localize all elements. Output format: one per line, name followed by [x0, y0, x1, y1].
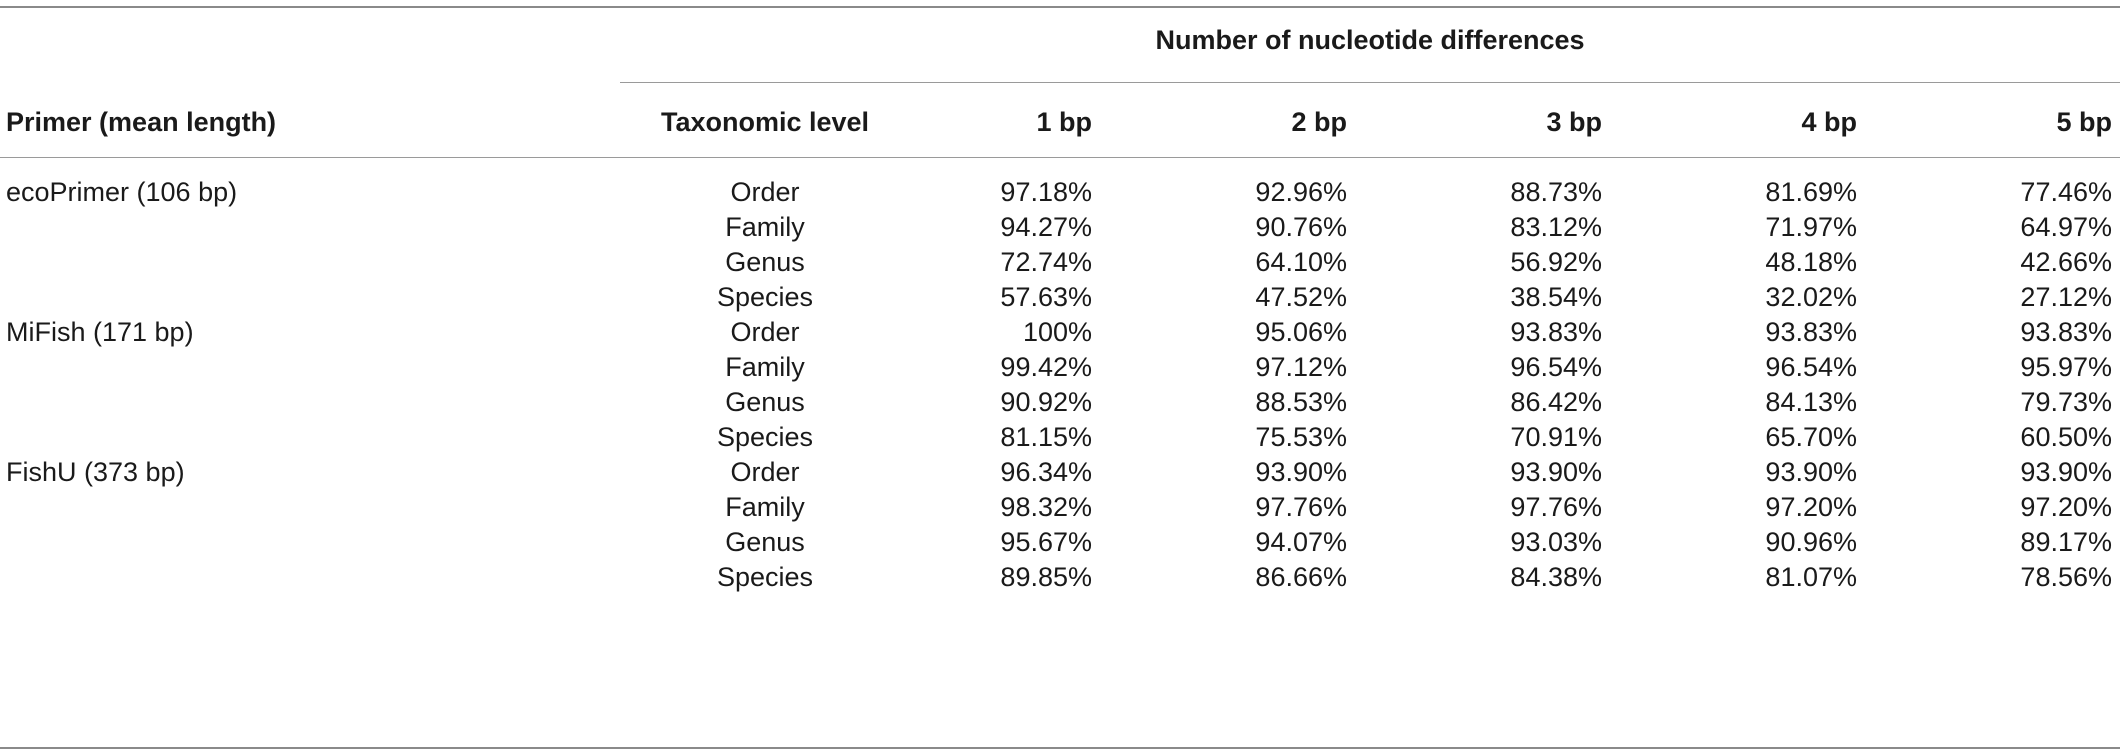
- value-3bp-cell: 83.12%: [1510, 212, 1602, 242]
- value-2bp-cell: 86.66%: [1255, 562, 1347, 592]
- value-5bp-cell: 95.97%: [2020, 352, 2112, 382]
- value-3bp-cell: 96.54%: [1510, 352, 1602, 382]
- value-5bp-cell: 97.20%: [2020, 492, 2112, 522]
- value-1bp-cell: 99.42%: [1000, 352, 1092, 382]
- value-2bp-cell: 64.10%: [1255, 247, 1347, 277]
- top-rule: [0, 6, 2120, 8]
- value-4bp-cell: 81.07%: [1765, 562, 1857, 592]
- taxonomic-level-cell: Order: [730, 177, 800, 207]
- value-5bp-cell: 42.66%: [2020, 247, 2112, 277]
- value-5bp-cell: 78.56%: [2020, 562, 2112, 592]
- value-5bp-cell: 77.46%: [2020, 177, 2112, 207]
- value-4bp-cell: 65.70%: [1765, 422, 1857, 452]
- value-2bp-cell: 88.53%: [1255, 387, 1347, 417]
- value-3bp-cell: 38.54%: [1510, 282, 1602, 312]
- group-header: Number of nucleotide differences: [1155, 25, 1585, 55]
- value-4bp-cell: 48.18%: [1765, 247, 1857, 277]
- value-4bp-cell: 93.90%: [1765, 457, 1857, 487]
- taxonomic-level-cell: Genus: [725, 387, 805, 417]
- value-4bp-cell: 90.96%: [1765, 527, 1857, 557]
- value-4bp-cell: 97.20%: [1765, 492, 1857, 522]
- value-1bp-cell: 98.32%: [1000, 492, 1092, 522]
- value-3bp-cell: 84.38%: [1510, 562, 1602, 592]
- taxonomic-level-cell: Genus: [725, 527, 805, 557]
- taxonomic-level-cell: Order: [730, 317, 800, 347]
- value-1bp-cell: 94.27%: [1000, 212, 1092, 242]
- header-2bp: 2 bp: [1291, 107, 1347, 137]
- value-2bp-cell: 47.52%: [1255, 282, 1347, 312]
- value-3bp-cell: 86.42%: [1510, 387, 1602, 417]
- header-primer: Primer (mean length): [6, 107, 277, 137]
- taxonomic-level-cell: Genus: [725, 247, 805, 277]
- value-5bp-cell: 93.90%: [2020, 457, 2112, 487]
- value-1bp-cell: 89.85%: [1000, 562, 1092, 592]
- value-2bp-cell: 90.76%: [1255, 212, 1347, 242]
- value-3bp-cell: 93.90%: [1510, 457, 1602, 487]
- value-3bp-cell: 93.83%: [1510, 317, 1602, 347]
- bottom-rule: [0, 747, 2120, 749]
- value-3bp-cell: 70.91%: [1510, 422, 1602, 452]
- value-5bp-cell: 79.73%: [2020, 387, 2112, 417]
- taxonomic-level-cell: Species: [716, 422, 814, 452]
- value-2bp-cell: 97.12%: [1255, 352, 1347, 382]
- value-4bp-cell: 32.02%: [1765, 282, 1857, 312]
- value-3bp-cell: 88.73%: [1510, 177, 1602, 207]
- primer-cell: MiFish (171 bp): [6, 317, 194, 347]
- primer-cell: ecoPrimer (106 bp): [6, 177, 238, 207]
- value-5bp-cell: 60.50%: [2020, 422, 2112, 452]
- group-header-rule: [620, 82, 2120, 83]
- value-4bp-cell: 96.54%: [1765, 352, 1857, 382]
- value-1bp-cell: 90.92%: [1000, 387, 1092, 417]
- value-1bp-cell: 72.74%: [1000, 247, 1092, 277]
- value-1bp-cell: 81.15%: [1000, 422, 1092, 452]
- taxonomic-level-cell: Order: [730, 457, 800, 487]
- value-5bp-cell: 27.12%: [2020, 282, 2112, 312]
- value-1bp-cell: 100%: [1022, 317, 1092, 347]
- header-5bp: 5 bp: [2056, 107, 2112, 137]
- value-3bp-cell: 97.76%: [1510, 492, 1602, 522]
- value-2bp-cell: 97.76%: [1255, 492, 1347, 522]
- header-taxonomic-level: Taxonomic level: [660, 107, 870, 137]
- value-2bp-cell: 75.53%: [1255, 422, 1347, 452]
- value-3bp-cell: 56.92%: [1510, 247, 1602, 277]
- value-4bp-cell: 84.13%: [1765, 387, 1857, 417]
- value-1bp-cell: 57.63%: [1000, 282, 1092, 312]
- value-3bp-cell: 93.03%: [1510, 527, 1602, 557]
- value-2bp-cell: 94.07%: [1255, 527, 1347, 557]
- value-2bp-cell: 93.90%: [1255, 457, 1347, 487]
- value-5bp-cell: 93.83%: [2020, 317, 2112, 347]
- header-1bp: 1 bp: [1036, 107, 1092, 137]
- header-bottom-rule: [0, 157, 2120, 158]
- value-5bp-cell: 64.97%: [2020, 212, 2112, 242]
- taxonomic-level-cell: Species: [716, 562, 814, 592]
- value-4bp-cell: 93.83%: [1765, 317, 1857, 347]
- header-3bp: 3 bp: [1546, 107, 1602, 137]
- taxonomic-level-cell: Family: [725, 352, 805, 382]
- value-1bp-cell: 97.18%: [1000, 177, 1092, 207]
- value-1bp-cell: 95.67%: [1000, 527, 1092, 557]
- taxonomic-level-cell: Family: [725, 492, 805, 522]
- primer-cell: FishU (373 bp): [6, 457, 185, 487]
- taxonomic-level-cell: Family: [725, 212, 805, 242]
- value-4bp-cell: 81.69%: [1765, 177, 1857, 207]
- value-2bp-cell: 95.06%: [1255, 317, 1347, 347]
- taxonomic-level-cell: Species: [716, 282, 814, 312]
- header-4bp: 4 bp: [1801, 107, 1857, 137]
- value-2bp-cell: 92.96%: [1255, 177, 1347, 207]
- value-1bp-cell: 96.34%: [1000, 457, 1092, 487]
- value-4bp-cell: 71.97%: [1765, 212, 1857, 242]
- value-5bp-cell: 89.17%: [2020, 527, 2112, 557]
